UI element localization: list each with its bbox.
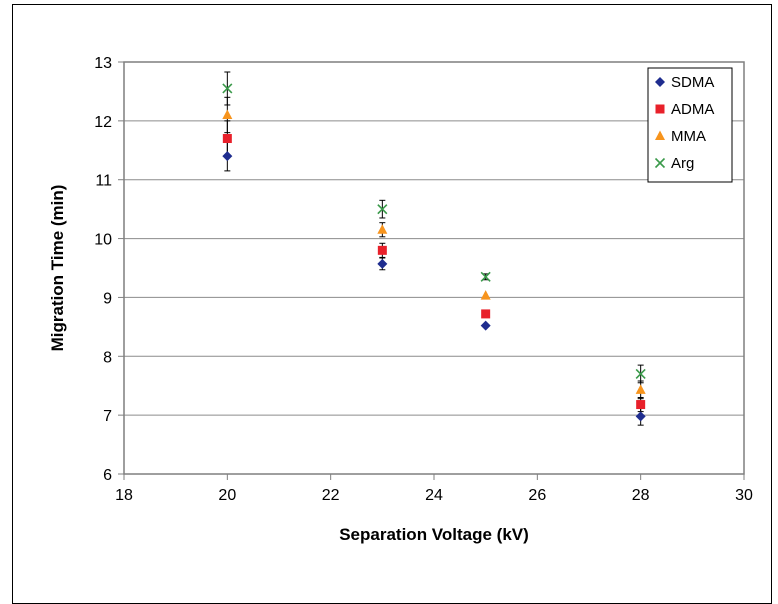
point-sdma xyxy=(222,151,233,162)
x-tick-label: 18 xyxy=(115,487,133,504)
point-adma xyxy=(481,309,491,319)
scatter-chart: 6 7 8 9 10 11 12 13 18 20 22 24 26 28 30 Separation V… xyxy=(48,55,753,544)
y-tick-label: 10 xyxy=(94,232,112,249)
legend-marker-adma xyxy=(655,104,665,114)
point-mma xyxy=(377,224,388,234)
y-tick-label: 12 xyxy=(94,114,112,131)
y-tick-labels: 6 7 8 9 10 11 12 13 xyxy=(94,55,112,484)
x-tick-label: 24 xyxy=(425,487,443,504)
point-mma xyxy=(222,109,233,119)
legend-marker-arg xyxy=(654,157,666,169)
point-sdma xyxy=(377,258,388,269)
legend-marker-sdma xyxy=(655,77,665,87)
x-tick-label: 20 xyxy=(218,487,236,504)
point-sdma xyxy=(635,411,646,422)
point-mma xyxy=(635,384,646,394)
legend: SDMA ADMA MMA Arg xyxy=(647,67,733,183)
y-tick-label: 13 xyxy=(94,55,112,72)
point-arg xyxy=(480,271,491,282)
y-axis-title: Migration Time (min) xyxy=(48,185,67,352)
y-tick-label: 9 xyxy=(103,290,112,307)
plot-area xyxy=(123,61,745,475)
x-marker-stroke xyxy=(222,83,233,94)
point-sdma xyxy=(480,320,491,331)
error-bars xyxy=(224,71,644,426)
point-arg xyxy=(377,204,388,215)
y-tick-label: 6 xyxy=(103,467,112,484)
legend-marker-mma xyxy=(655,130,665,140)
x-tick-label: 26 xyxy=(528,487,546,504)
x-tick-label: 22 xyxy=(322,487,340,504)
point-arg xyxy=(222,83,233,94)
point-adma xyxy=(377,245,387,255)
x-marker-stroke xyxy=(635,368,646,380)
y-tick-label: 8 xyxy=(103,349,112,366)
legend-label-sdma: SDMA xyxy=(671,74,714,91)
x-marker-stroke xyxy=(480,271,491,282)
x-tick-label: 30 xyxy=(735,487,753,504)
x-tick-label: 28 xyxy=(632,487,650,504)
point-adma xyxy=(222,134,232,144)
x-marker-stroke xyxy=(377,204,388,215)
data-points xyxy=(222,83,646,422)
legend-label-mma: MMA xyxy=(671,128,706,145)
x-axis-title: Separation Voltage (kV) xyxy=(339,525,529,544)
legend-label-arg: Arg xyxy=(671,155,694,172)
y-tick-label: 11 xyxy=(95,173,112,190)
point-arg xyxy=(635,368,646,380)
legend-label-adma: ADMA xyxy=(671,101,714,118)
y-tick-label: 7 xyxy=(103,408,112,425)
point-adma xyxy=(636,400,646,410)
x-marker-stroke xyxy=(654,157,666,169)
legend-box xyxy=(647,67,733,183)
x-tick-labels: 18 20 22 24 26 28 30 xyxy=(115,487,753,504)
point-mma xyxy=(480,290,491,300)
